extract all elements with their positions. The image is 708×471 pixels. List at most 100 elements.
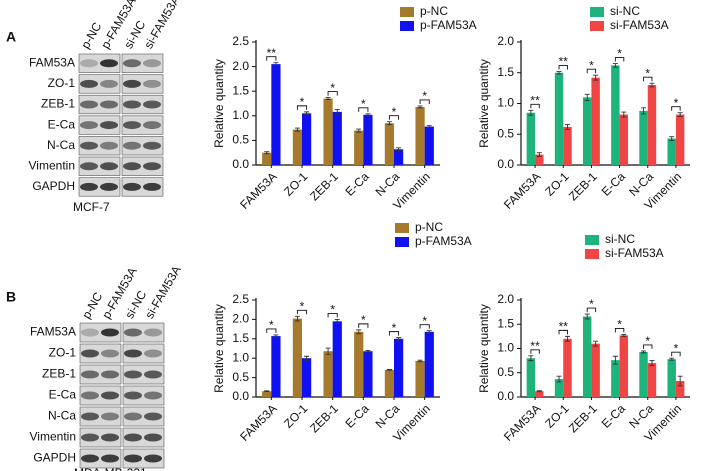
significance-label: * — [361, 313, 366, 327]
y-tick-label: 2.5 — [232, 292, 249, 306]
bar — [619, 335, 629, 397]
bar — [647, 85, 657, 165]
significance-label: * — [617, 318, 622, 332]
blot-box — [78, 136, 121, 156]
blot-band — [80, 100, 98, 109]
error-bar — [677, 112, 683, 117]
blot-box — [121, 115, 164, 135]
x-tick-label: ZEB-1 — [307, 169, 341, 203]
error-bar — [273, 334, 279, 338]
panel-letter: B — [6, 289, 16, 305]
error-bar — [325, 347, 331, 355]
x-tick-label: FAM53A — [237, 401, 279, 443]
error-bar — [612, 63, 618, 68]
legend-label: p-NC — [415, 220, 443, 234]
error-bar — [304, 355, 310, 361]
bar — [384, 369, 394, 397]
legend-label: p-FAM53A — [415, 234, 472, 248]
blot-band — [123, 121, 141, 130]
bar — [591, 77, 600, 165]
error-bar — [528, 355, 534, 362]
protein-label: E-Ca — [49, 388, 77, 402]
blot-band — [144, 370, 162, 379]
bar — [667, 359, 676, 397]
significance-bracket — [266, 56, 277, 61]
y-tick-label: 1.0 — [232, 108, 249, 122]
blot-band — [80, 162, 98, 171]
blot-box — [122, 406, 165, 427]
blot-band — [101, 328, 119, 337]
y-tick-label: 2.0 — [497, 292, 514, 306]
y-tick-label: 0.0 — [497, 157, 514, 171]
bar — [526, 112, 536, 165]
significance-label: * — [617, 47, 622, 61]
significance-bracket — [671, 106, 681, 111]
bar — [332, 111, 342, 165]
blot-band — [144, 433, 162, 442]
error-bar — [294, 315, 300, 322]
blot-band — [81, 454, 99, 463]
protein-label: E-Ca — [48, 117, 76, 131]
blot-box — [121, 136, 164, 156]
blot-band — [80, 79, 98, 88]
y-tick-label: 0.5 — [232, 370, 249, 384]
error-bar — [365, 113, 371, 117]
blot-band — [124, 391, 142, 400]
bar — [363, 114, 373, 165]
blot-band — [100, 182, 118, 191]
blot-band — [144, 328, 162, 337]
significance-bracket — [671, 351, 681, 357]
y-tick-label: 1.5 — [232, 331, 249, 345]
significance-label: * — [392, 321, 397, 335]
blot-box — [122, 343, 165, 364]
bar — [262, 152, 272, 165]
legend-swatch — [395, 223, 409, 233]
significance-label: * — [300, 299, 305, 313]
lane-label: si-FAM53A — [142, 263, 183, 321]
protein-label: Vimentin — [30, 430, 76, 444]
error-bar — [396, 147, 402, 152]
blot-box — [121, 156, 164, 176]
legend-swatch — [590, 21, 604, 31]
blot-box — [79, 448, 122, 469]
error-bar — [556, 375, 562, 383]
bar — [675, 114, 685, 165]
blot-band — [144, 349, 162, 358]
y-tick-label: 0.5 — [232, 133, 249, 147]
legend-label: si-NC — [610, 4, 640, 18]
significance-bracket — [586, 68, 597, 74]
bar — [394, 338, 404, 397]
blot-box — [122, 385, 165, 406]
x-tick-label: E-Ca — [599, 169, 628, 198]
significance-label: * — [589, 58, 594, 72]
blot-box — [121, 74, 164, 94]
bar — [332, 321, 342, 397]
legend-label: p-FAM53A — [420, 18, 477, 32]
blot-band — [124, 433, 142, 442]
error-bar — [584, 93, 590, 101]
blot-box — [121, 177, 164, 197]
bar — [262, 391, 272, 397]
protein-label: FAM53A — [29, 55, 75, 69]
y-axis-label: Relative quantity — [477, 304, 491, 393]
significance-bracket — [614, 327, 625, 333]
significance-label: * — [392, 105, 397, 119]
error-bar — [264, 151, 270, 155]
blot-box — [121, 94, 164, 115]
bar — [611, 65, 620, 165]
blot-band — [81, 412, 99, 421]
blot-band — [144, 412, 162, 421]
cell-line-label: MDA-MB-231 — [74, 466, 147, 471]
significance-label: * — [674, 341, 679, 355]
blot-band — [144, 391, 162, 400]
y-axis-label: Relative quantity — [212, 59, 226, 148]
blot-band — [81, 391, 99, 400]
blot-box — [78, 53, 121, 73]
legend-swatch — [400, 21, 414, 31]
significance-bracket — [530, 103, 540, 109]
bar — [554, 72, 564, 165]
bar — [271, 64, 281, 165]
error-bar — [621, 333, 627, 337]
blot-band — [143, 162, 161, 171]
